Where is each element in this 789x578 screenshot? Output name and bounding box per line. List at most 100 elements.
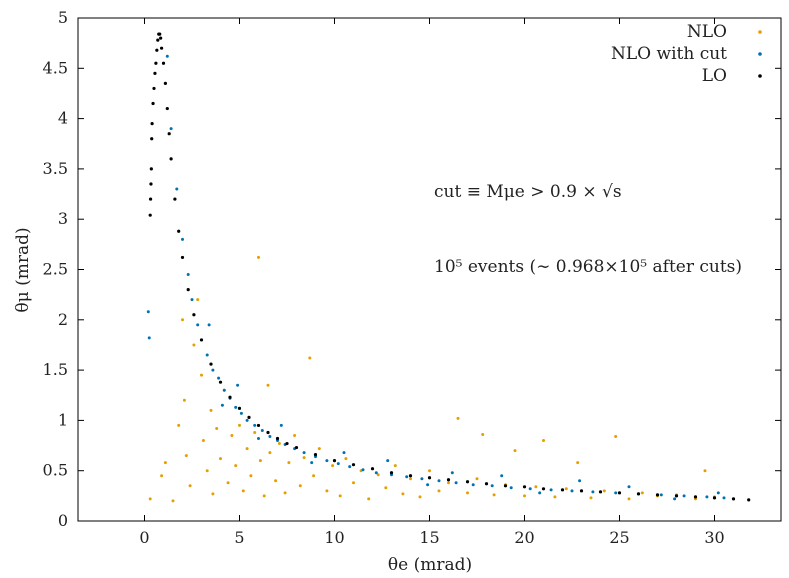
y-tick-label: 4.5 xyxy=(43,58,68,77)
data-point xyxy=(245,418,249,422)
data-point xyxy=(705,495,709,499)
data-point xyxy=(160,474,164,478)
data-point xyxy=(427,476,432,480)
y-tick-label: 2 xyxy=(58,310,68,329)
data-point xyxy=(560,488,565,492)
series-nlo-with-cut xyxy=(146,54,726,501)
data-point xyxy=(325,459,329,463)
data-point xyxy=(389,471,394,475)
data-point xyxy=(352,481,355,485)
data-point xyxy=(447,481,450,485)
data-point xyxy=(234,464,238,468)
data-point xyxy=(484,482,489,486)
data-point xyxy=(268,451,272,455)
data-point xyxy=(211,492,215,496)
data-point xyxy=(636,492,641,496)
data-point xyxy=(257,437,260,441)
data-point xyxy=(374,471,378,475)
data-point xyxy=(576,461,580,465)
data-point xyxy=(513,449,517,453)
data-point xyxy=(351,463,356,467)
data-point xyxy=(196,298,200,302)
data-point xyxy=(149,182,153,186)
data-point xyxy=(361,468,365,472)
y-tick-label: 1 xyxy=(58,410,68,429)
data-point xyxy=(466,491,469,495)
data-point xyxy=(215,426,219,430)
data-point xyxy=(156,38,160,42)
data-point xyxy=(199,338,204,342)
data-point xyxy=(509,486,513,490)
data-point xyxy=(218,380,223,384)
data-point xyxy=(153,71,157,75)
data-point xyxy=(703,469,707,473)
data-point xyxy=(450,471,454,475)
data-point xyxy=(150,137,154,141)
data-point xyxy=(237,406,242,410)
data-point xyxy=(200,373,203,377)
legend-label: NLO xyxy=(687,22,727,42)
data-point xyxy=(150,122,154,126)
data-point xyxy=(312,474,316,478)
data-point xyxy=(167,132,171,136)
data-point xyxy=(184,454,188,458)
data-point xyxy=(370,467,375,471)
data-point xyxy=(338,494,342,498)
data-point xyxy=(589,496,593,500)
data-point xyxy=(209,408,213,412)
data-point xyxy=(409,477,412,481)
data-point xyxy=(192,343,196,347)
data-point xyxy=(196,323,200,327)
data-point xyxy=(471,483,475,487)
data-point xyxy=(298,484,302,488)
data-point xyxy=(655,493,660,497)
data-point xyxy=(437,479,441,483)
data-point xyxy=(274,479,278,483)
data-point xyxy=(617,491,622,495)
data-point xyxy=(549,488,553,492)
x-tick-label: 5 xyxy=(234,528,244,547)
x-tick-label: 0 xyxy=(139,528,149,547)
data-point xyxy=(503,484,508,488)
data-point xyxy=(175,187,179,191)
data-point xyxy=(165,54,169,58)
data-point xyxy=(393,464,397,468)
data-point xyxy=(302,456,306,460)
data-point xyxy=(454,481,458,485)
data-point xyxy=(247,415,251,419)
data-point xyxy=(236,383,240,387)
data-point xyxy=(522,485,527,489)
data-point xyxy=(428,469,431,473)
y-tick-label: 1.5 xyxy=(43,360,68,379)
data-point xyxy=(148,213,152,217)
data-point xyxy=(256,423,261,428)
data-point xyxy=(192,313,196,317)
data-point xyxy=(310,461,314,465)
data-point xyxy=(534,485,538,489)
data-point xyxy=(627,485,631,489)
data-point xyxy=(186,288,190,292)
x-tick-label: 20 xyxy=(514,528,534,547)
data-point xyxy=(283,491,287,495)
series-nlo xyxy=(148,255,716,503)
data-point xyxy=(266,430,270,435)
data-point xyxy=(209,362,213,366)
data-point xyxy=(188,484,192,488)
data-point xyxy=(598,490,603,494)
data-point xyxy=(220,403,224,407)
data-point xyxy=(230,433,234,437)
data-point xyxy=(173,197,177,201)
data-point xyxy=(222,388,226,392)
data-point xyxy=(553,495,557,499)
data-point xyxy=(165,106,169,111)
data-point xyxy=(294,445,299,450)
data-point xyxy=(659,493,663,497)
data-point xyxy=(614,434,618,438)
data-point xyxy=(331,464,335,468)
data-point xyxy=(367,497,371,501)
data-point xyxy=(456,416,460,420)
data-point xyxy=(627,497,631,501)
data-point xyxy=(579,489,584,493)
data-point xyxy=(475,477,479,481)
